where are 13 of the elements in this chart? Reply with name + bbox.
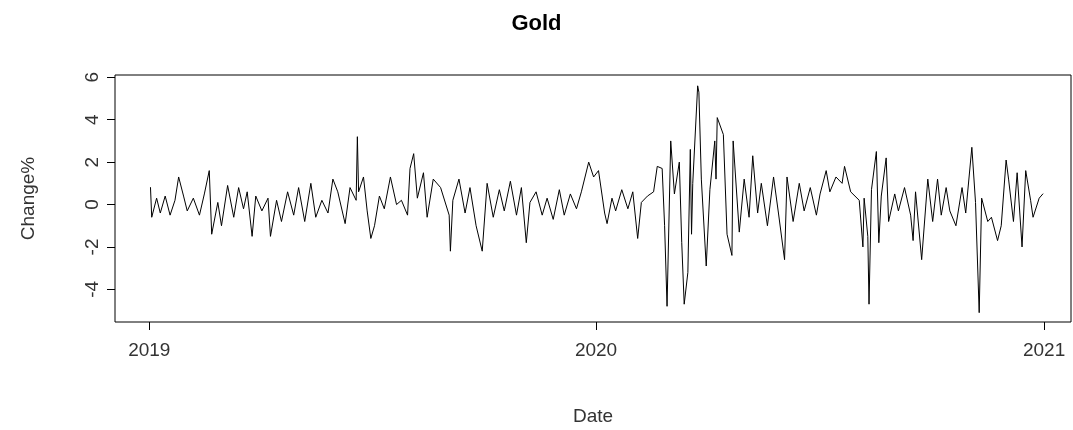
y-tick-label: 2 (81, 156, 102, 168)
y-tick-label: 0 (81, 199, 102, 210)
x-axis-title: Date (572, 405, 614, 426)
x-tick-label: 2020 (574, 339, 618, 360)
chart-title: Gold (511, 9, 562, 35)
x-tick-label: 2019 (128, 339, 171, 360)
line-series (150, 85, 1044, 314)
y-axis-title: Change% (17, 156, 38, 241)
y-tick-label: -2 (81, 238, 102, 256)
x-tick-label: 2021 (1022, 339, 1066, 360)
y-tick-label: 4 (81, 114, 102, 126)
y-tick-label: 6 (81, 72, 102, 83)
y-tick-label: -4 (81, 280, 102, 298)
